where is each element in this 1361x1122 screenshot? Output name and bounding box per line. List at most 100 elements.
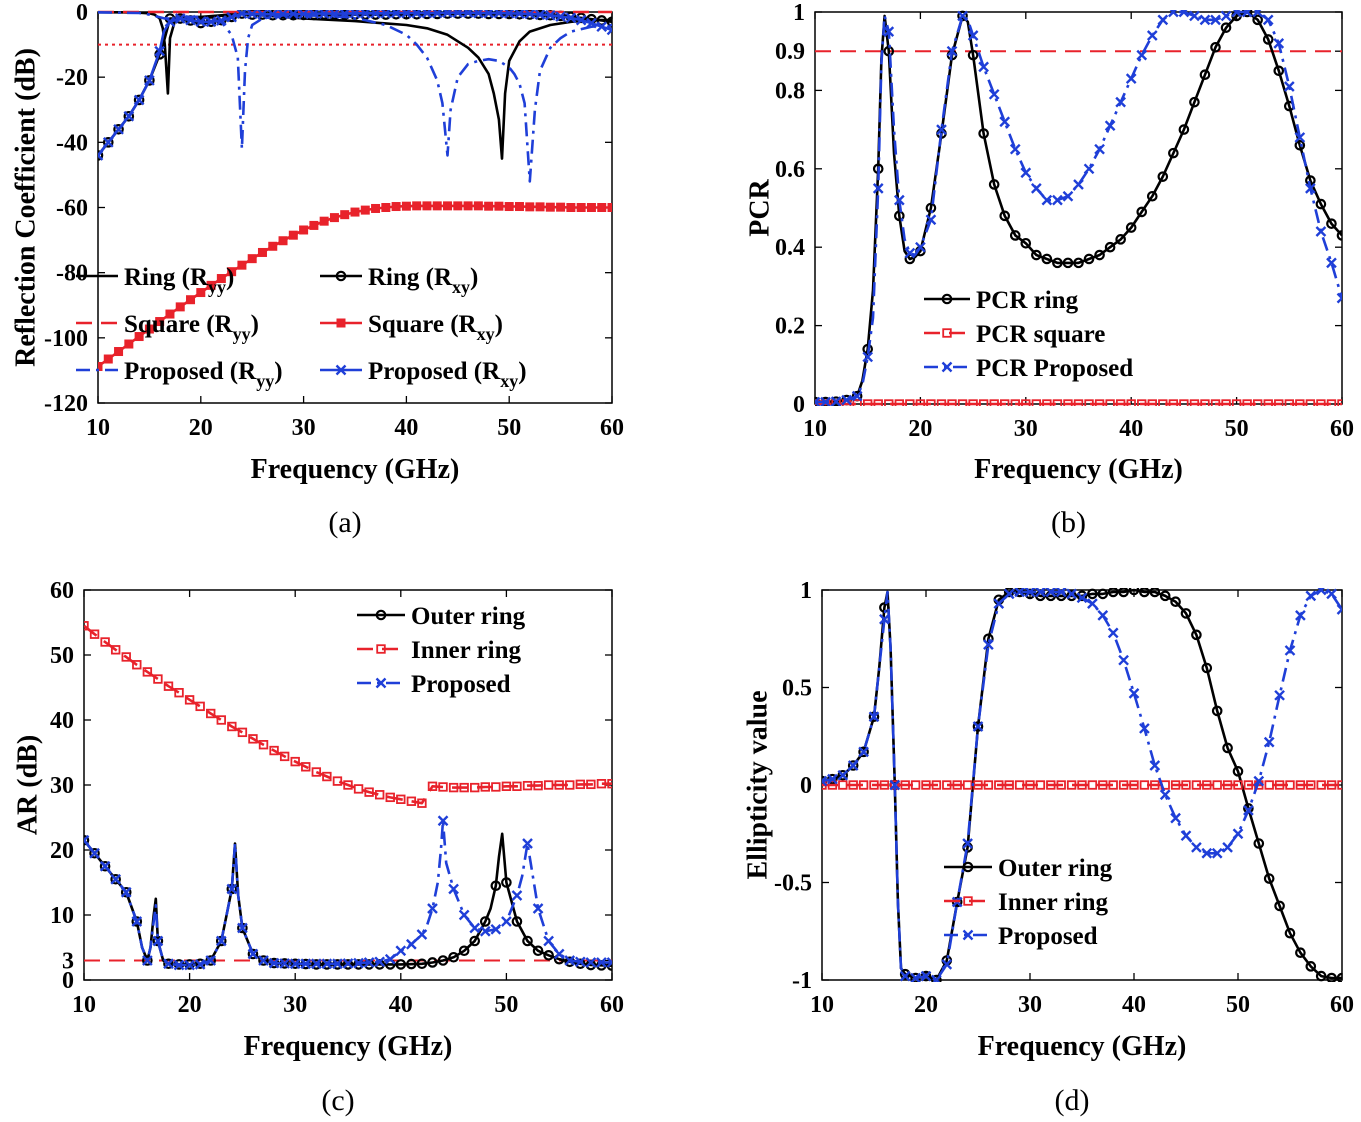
data-point-marker xyxy=(894,210,905,222)
data-point-marker xyxy=(1170,812,1181,824)
data-point-marker xyxy=(544,10,556,21)
data-point-marker xyxy=(555,11,566,22)
data-point-marker xyxy=(989,399,999,406)
data-point-marker xyxy=(103,354,113,364)
data-point-marker xyxy=(1087,588,1098,600)
x-tick-label: 60 xyxy=(600,415,624,441)
data-point-marker xyxy=(1021,399,1031,406)
data-point-marker xyxy=(501,781,512,791)
data-point-marker xyxy=(174,13,186,24)
legend-item: Proposed (Rxy) xyxy=(320,358,527,391)
data-point-marker xyxy=(417,798,427,808)
y-tick-label: 0 xyxy=(793,392,805,418)
data-point-marker xyxy=(910,780,921,790)
data-point-marker xyxy=(1201,847,1213,859)
data-point-marker xyxy=(1202,780,1212,790)
data-point-marker xyxy=(479,916,491,927)
data-point-marker xyxy=(131,916,143,927)
legend-swatch-marker xyxy=(336,318,346,328)
data-point-marker xyxy=(123,110,135,122)
legend-swatch-marker xyxy=(942,328,952,338)
data-point-marker xyxy=(1295,780,1306,790)
data-point-marker xyxy=(983,780,994,790)
data-point-marker xyxy=(1189,399,1200,406)
data-point-marker xyxy=(1200,399,1210,406)
data-point-marker xyxy=(1212,780,1222,790)
data-point-marker xyxy=(1168,147,1179,159)
data-point-marker xyxy=(1159,590,1171,602)
data-point-marker xyxy=(1149,588,1161,598)
data-point-marker xyxy=(155,317,165,327)
data-point-marker xyxy=(237,922,248,934)
data-point-marker xyxy=(1285,780,1295,790)
data-point-marker xyxy=(1253,838,1265,849)
data-point-marker xyxy=(1168,399,1179,406)
data-point-marker xyxy=(566,203,576,212)
data-point-marker xyxy=(100,637,110,647)
data-point-marker xyxy=(110,645,121,655)
data-point-marker xyxy=(1010,399,1020,406)
series-line xyxy=(98,11,612,157)
data-point-marker xyxy=(1052,399,1063,406)
data-point-marker xyxy=(1211,705,1223,717)
data-point-marker xyxy=(473,10,484,19)
data-point-marker xyxy=(1232,766,1244,777)
data-point-marker xyxy=(1052,194,1063,206)
data-point-marker xyxy=(1062,257,1074,269)
legend-label: Square (Ryy) xyxy=(124,311,259,344)
legend-item: Ring (Rxy) xyxy=(320,264,478,297)
data-point-marker xyxy=(299,225,309,235)
data-point-marker xyxy=(339,10,351,19)
y-tick-label: 0.4 xyxy=(775,235,805,261)
data-point-marker xyxy=(1295,610,1306,621)
data-point-marker xyxy=(962,780,973,790)
data-point-marker xyxy=(164,16,176,28)
data-point-marker xyxy=(89,629,100,639)
data-point-marker xyxy=(298,10,309,20)
data-point-marker xyxy=(993,598,1005,609)
y-tick-label: 0.6 xyxy=(775,157,805,183)
data-point-marker xyxy=(522,935,533,947)
data-point-marker xyxy=(1083,163,1095,175)
data-point-marker xyxy=(384,953,396,965)
data-point-marker xyxy=(1284,927,1296,939)
data-point-marker xyxy=(1052,257,1063,269)
data-point-marker xyxy=(915,241,926,253)
x-tick-label: 10 xyxy=(72,992,96,1018)
data-point-marker xyxy=(905,399,915,406)
data-point-marker xyxy=(1150,780,1160,790)
data-point-marker xyxy=(469,935,481,947)
data-point-marker xyxy=(1158,399,1168,406)
data-point-marker xyxy=(289,958,301,970)
data-point-marker xyxy=(822,775,828,787)
data-point-marker xyxy=(1274,900,1285,912)
x-tick-label: 30 xyxy=(283,992,307,1018)
data-point-marker xyxy=(318,10,330,19)
data-point-marker xyxy=(1042,399,1052,406)
x-tick-label: 40 xyxy=(1122,992,1146,1018)
x-tick-label: 20 xyxy=(189,415,213,441)
data-point-marker xyxy=(851,390,863,402)
y-tick-label: 0.9 xyxy=(775,39,805,65)
data-point-marker xyxy=(1073,179,1084,190)
x-tick-label: 40 xyxy=(394,415,418,441)
data-point-marker xyxy=(1014,588,1025,598)
data-point-marker xyxy=(381,203,391,212)
data-point-marker xyxy=(1066,588,1077,600)
data-point-marker xyxy=(1243,780,1254,790)
series-c-2 xyxy=(84,815,612,971)
series-a-4 xyxy=(98,11,612,183)
data-point-marker xyxy=(1105,399,1115,406)
data-point-marker xyxy=(1097,610,1109,621)
data-point-marker xyxy=(1233,780,1243,790)
data-point-marker xyxy=(406,796,417,806)
data-point-marker xyxy=(1178,10,1190,18)
data-point-marker xyxy=(163,958,174,970)
data-point-marker xyxy=(1137,399,1147,406)
data-point-marker xyxy=(837,769,849,781)
data-point-marker xyxy=(858,746,869,758)
legend-swatch-marker xyxy=(941,293,953,305)
data-point-marker xyxy=(575,958,586,970)
data-point-marker xyxy=(123,110,135,122)
